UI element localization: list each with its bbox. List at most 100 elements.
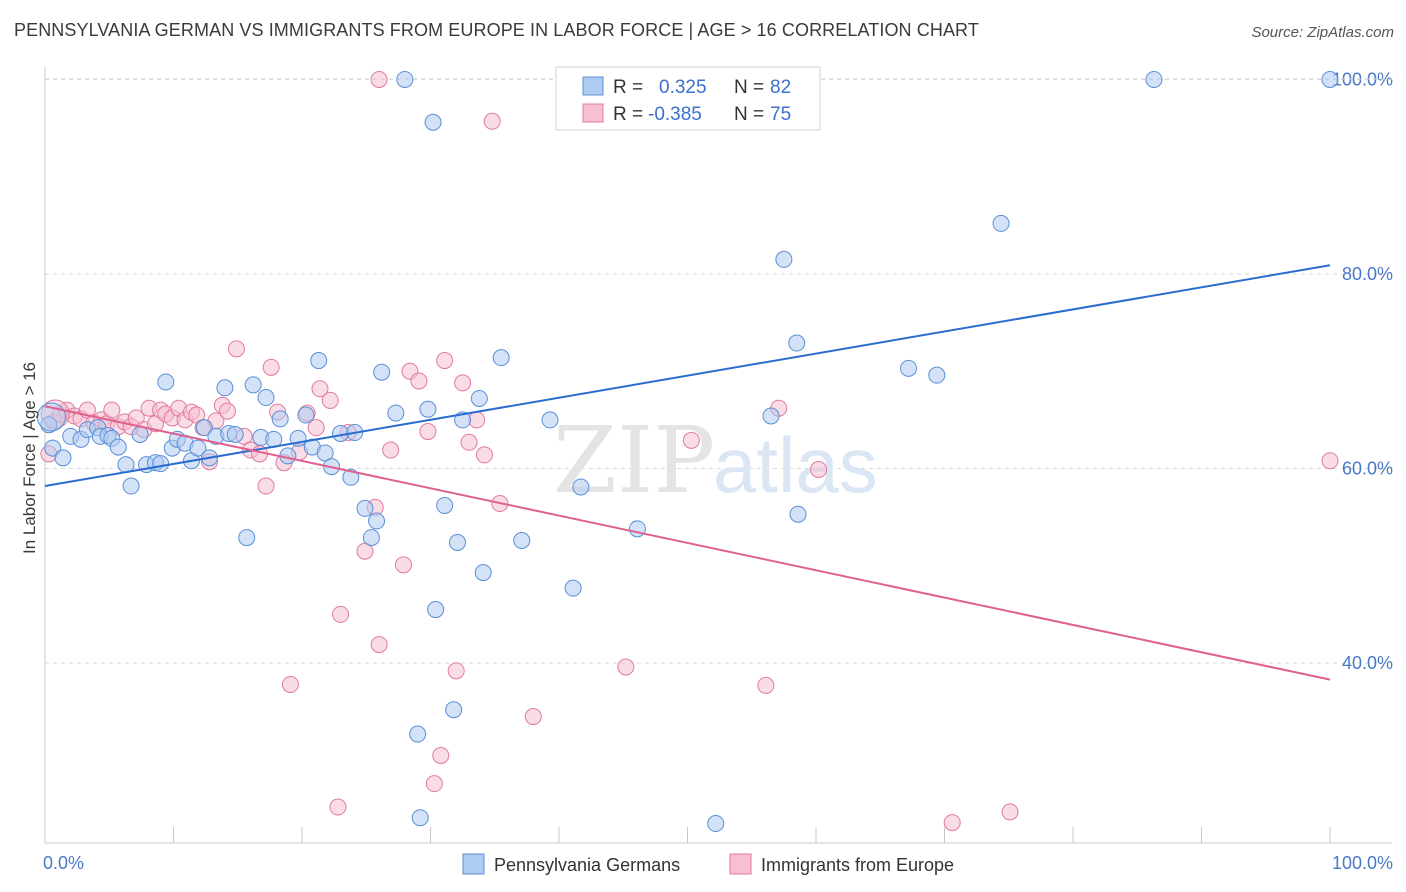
point-immigrants-from-europe (356, 542, 374, 560)
point-immigrants-from-europe (410, 372, 428, 390)
point-pennsylvania-germans (1145, 70, 1163, 88)
watermark-zip: ZIP (553, 407, 715, 514)
point-pennsylvania-germans (216, 379, 234, 397)
point-immigrants-from-europe (460, 433, 478, 451)
point-immigrants-from-europe (483, 112, 501, 130)
point-immigrants-from-europe (311, 380, 329, 398)
point-immigrants-from-europe (617, 658, 635, 676)
stats-n-value-pink: 75 (770, 104, 791, 125)
point-immigrants-from-europe (475, 446, 493, 464)
stats-r-label-pink: R = (613, 104, 643, 125)
point-immigrants-from-europe (307, 419, 325, 437)
point-immigrants-from-europe (218, 402, 236, 420)
point-pennsylvania-germans (362, 529, 380, 547)
stats-swatch-pink (582, 103, 604, 123)
legend-swatch-pennsylvania-germans (462, 853, 485, 875)
point-pennsylvania-germans (541, 411, 559, 429)
point-immigrants-from-europe (425, 775, 443, 793)
point-pennsylvania-germans (436, 496, 454, 514)
point-pennsylvania-germans (427, 601, 445, 619)
point-immigrants-from-europe (370, 636, 388, 654)
stats-n-label-blue: N = (734, 77, 764, 98)
watermark: ZIP atlas (553, 407, 878, 514)
point-pennsylvania-germans (513, 531, 531, 549)
point-pennsylvania-germans (775, 250, 793, 268)
point-immigrants-from-europe (227, 340, 245, 358)
point-pennsylvania-germans (411, 809, 429, 827)
point-pennsylvania-germans (195, 419, 213, 437)
point-immigrants-from-europe (382, 441, 400, 459)
point-pennsylvania-germans (373, 363, 391, 381)
point-pennsylvania-germans (445, 701, 463, 719)
point-immigrants-from-europe (1001, 803, 1019, 821)
stats-r-label-blue: R = (613, 77, 643, 98)
point-immigrants-from-europe (370, 70, 388, 88)
point-pennsylvania-germans (572, 478, 590, 496)
point-pennsylvania-germans (564, 579, 582, 597)
point-pennsylvania-germans (271, 410, 289, 428)
stats-box: R = 0.325 N = 82 R = -0.385 N = 75 (555, 66, 821, 131)
point-pennsylvania-germans (387, 404, 405, 422)
legend-swatch-immigrants-from-europe (729, 853, 752, 875)
point-pennsylvania-germans (424, 113, 442, 131)
point-immigrants-from-europe (332, 605, 350, 623)
point-pennsylvania-germans (238, 529, 256, 547)
point-pennsylvania-germans (470, 389, 488, 407)
point-pennsylvania-germans (448, 533, 466, 551)
point-pennsylvania-germans (109, 438, 127, 456)
legend-label-pennsylvania-germans: Pennsylvania Germans (494, 855, 680, 875)
point-pennsylvania-germans (474, 564, 492, 582)
chart-title: PENNSYLVANIA GERMAN VS IMMIGRANTS FROM E… (14, 20, 979, 40)
point-immigrants-from-europe (432, 746, 450, 764)
point-pennsylvania-germans (152, 455, 170, 473)
y-tick-label: 40.0% (1342, 653, 1393, 673)
point-immigrants-from-europe (257, 477, 275, 495)
point-immigrants-from-europe (281, 675, 299, 693)
watermark-atlas: atlas (713, 421, 878, 509)
point-pennsylvania-germans (297, 406, 315, 424)
point-pennsylvania-germans (157, 373, 175, 391)
point-pennsylvania-germans (789, 505, 807, 523)
point-pennsylvania-germans (244, 376, 262, 394)
point-pennsylvania-germans (226, 425, 244, 443)
point-immigrants-from-europe (682, 431, 700, 449)
y-axis-label: In Labor Force | Age > 16 (20, 362, 39, 554)
point-immigrants-from-europe (757, 676, 775, 694)
point-pennsylvania-germans (707, 815, 725, 833)
point-pennsylvania-germans (368, 512, 386, 530)
point-pennsylvania-germans (419, 400, 437, 418)
source-note: Source: ZipAtlas.com (1251, 24, 1394, 41)
point-immigrants-from-europe (468, 411, 486, 429)
point-immigrants-from-europe (395, 556, 413, 574)
point-immigrants-from-europe (1321, 452, 1339, 470)
gridlines: 40.0% 60.0% 80.0% 100.0% (45, 69, 1393, 673)
x-tick-label-max: 100.0% (1332, 853, 1393, 873)
point-pennsylvania-germans (40, 416, 58, 434)
legend: Pennsylvania Germans Immigrants from Eur… (462, 853, 954, 875)
point-immigrants-from-europe (447, 662, 465, 680)
point-pennsylvania-germans (992, 214, 1010, 232)
point-pennsylvania-germans (762, 407, 780, 425)
point-pennsylvania-germans (928, 366, 946, 384)
stats-n-value-blue: 82 (770, 77, 791, 98)
y-tick-label: 80.0% (1342, 264, 1393, 284)
point-pennsylvania-germans (900, 359, 918, 377)
point-immigrants-from-europe (321, 391, 339, 409)
point-pennsylvania-germans (492, 349, 510, 367)
point-immigrants-from-europe (262, 358, 280, 376)
point-immigrants-from-europe (419, 423, 437, 441)
point-pennsylvania-germans (788, 334, 806, 352)
legend-label-immigrants-from-europe: Immigrants from Europe (761, 855, 954, 875)
point-pennsylvania-germans (310, 352, 328, 370)
stats-swatch-blue (582, 76, 604, 96)
point-pennsylvania-germans (189, 439, 207, 457)
point-pennsylvania-germans (409, 725, 427, 743)
point-pennsylvania-germans (257, 389, 275, 407)
stats-r-value-pink: -0.385 (648, 104, 702, 125)
point-pennsylvania-germans (356, 499, 374, 517)
x-tick-label-min: 0.0% (43, 853, 84, 873)
point-pennsylvania-germans (1321, 70, 1339, 88)
point-immigrants-from-europe (943, 814, 961, 832)
point-pennsylvania-germans (131, 425, 149, 443)
